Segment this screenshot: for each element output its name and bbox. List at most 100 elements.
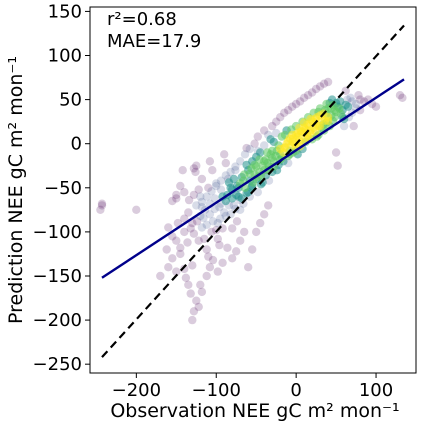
data-point — [197, 287, 207, 297]
x-tick-label: 0 — [290, 380, 301, 401]
data-point — [236, 157, 245, 166]
data-point — [260, 141, 269, 150]
data-point — [272, 117, 281, 126]
y-tick-label: 50 — [59, 90, 82, 111]
data-point — [349, 121, 358, 131]
data-point — [204, 183, 213, 192]
data-point — [183, 238, 192, 247]
data-point — [202, 220, 211, 229]
data-point — [236, 236, 245, 245]
data-point — [216, 176, 226, 185]
data-point — [291, 99, 301, 109]
y-tick-label: 100 — [48, 46, 82, 67]
data-point — [216, 214, 225, 223]
data-point — [221, 158, 230, 168]
data-point — [208, 217, 218, 226]
data-point — [240, 227, 249, 237]
data-point — [194, 302, 203, 312]
data-point — [311, 120, 321, 129]
data-point — [172, 190, 181, 200]
data-point — [253, 188, 262, 197]
data-point — [288, 102, 297, 111]
data-point — [132, 205, 141, 214]
data-point — [213, 267, 222, 276]
data-point — [215, 240, 224, 250]
data-point — [189, 307, 199, 316]
data-point — [197, 223, 207, 232]
data-point — [204, 252, 213, 261]
data-point — [181, 273, 191, 282]
data-point — [232, 217, 242, 226]
data-point — [220, 150, 229, 159]
data-point — [280, 108, 289, 118]
data-point — [196, 192, 205, 201]
data-point — [264, 201, 273, 210]
data-point — [256, 148, 265, 157]
data-point — [180, 227, 189, 237]
regression-lines — [101, 24, 405, 358]
identity-line — [101, 24, 405, 358]
data-point — [197, 174, 207, 184]
plot-frame — [89, 6, 417, 374]
data-point — [371, 102, 381, 111]
data-point — [176, 243, 185, 252]
data-point — [260, 210, 269, 219]
data-point — [307, 88, 317, 97]
data-point — [202, 245, 211, 254]
y-tick-label: −100 — [33, 222, 82, 243]
data-point — [299, 93, 309, 103]
data-point — [280, 143, 289, 153]
data-point — [244, 263, 253, 272]
data-point — [180, 188, 189, 197]
data-point — [180, 214, 189, 223]
x-tick-label: −200 — [112, 380, 161, 401]
r2-label: r²=0.68 — [107, 9, 177, 30]
data-point — [229, 201, 238, 210]
data-point — [176, 249, 185, 259]
data-point — [189, 190, 199, 200]
data-point — [253, 132, 262, 141]
data-point — [213, 218, 222, 228]
data-point — [263, 158, 272, 168]
data-point — [303, 91, 313, 100]
data-point — [189, 164, 199, 173]
data-point — [218, 258, 227, 267]
data-point — [232, 190, 241, 200]
data-point — [395, 91, 405, 100]
data-point — [186, 289, 195, 298]
data-point — [331, 148, 341, 157]
data-point — [210, 194, 219, 203]
data-point — [242, 143, 251, 153]
y-tick-label: 0 — [71, 134, 82, 155]
data-point — [194, 236, 203, 245]
data-point — [192, 217, 202, 226]
data-point — [296, 127, 306, 136]
y-tick-label: −250 — [33, 354, 82, 375]
data-point — [186, 224, 195, 233]
data-point — [346, 93, 355, 103]
data-point — [207, 227, 216, 237]
data-point — [97, 201, 107, 210]
data-point — [176, 181, 185, 191]
data-point — [180, 264, 189, 274]
data-point — [268, 121, 277, 131]
data-point — [323, 77, 333, 87]
data-point — [184, 208, 193, 217]
data-point — [260, 126, 269, 135]
data-point — [210, 204, 219, 214]
data-point — [245, 144, 254, 154]
data-point — [96, 205, 105, 214]
data-point — [315, 82, 325, 91]
data-point — [197, 197, 207, 207]
data-point — [202, 192, 211, 201]
x-tick-label: −100 — [192, 380, 241, 401]
data-point — [205, 157, 215, 166]
data-point — [229, 174, 238, 184]
y-axis: −250 −200 −150 −100 −50 0 50 100 150 — [33, 1, 90, 375]
data-point — [192, 296, 201, 305]
data-point — [231, 162, 240, 171]
data-point — [220, 208, 229, 217]
data-point — [208, 166, 217, 175]
data-point — [216, 185, 226, 194]
